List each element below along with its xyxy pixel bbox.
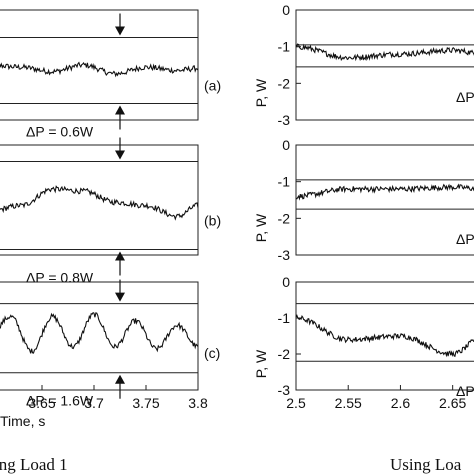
x-axis-label: Time, s: [0, 413, 45, 429]
delta-p-annotation: ΔP: [456, 231, 474, 247]
y-tick-label: -3: [278, 112, 291, 128]
arrowhead-up-icon: [115, 374, 125, 384]
y-tick-label: 0: [282, 2, 290, 18]
subplot-label: (c): [204, 345, 220, 361]
chart-text: (a) ΔP = 0.6W (b) ΔP = 0.8W 3.65 3.7 3.75 3.8 Ti…: [0, 2, 474, 429]
delta-p-annotation: ΔP: [456, 89, 474, 105]
signal-traces: [0, 43, 474, 358]
y-axis-label: P, W: [253, 349, 269, 378]
panel-frames: [0, 9, 474, 399]
delta-p-annotation: ΔP = 1.6W: [26, 393, 94, 409]
x-tick-label: 3.65: [28, 395, 55, 411]
axes-frame: [295, 281, 474, 391]
axes-frame: [295, 9, 474, 121]
x-tick-label: 2.65: [439, 395, 466, 411]
y-tick-label: -3: [278, 247, 291, 263]
axes-frame: [0, 144, 199, 256]
y-tick-label: -2: [278, 210, 291, 226]
delta-p-annotation: ΔP = 0.6W: [26, 124, 94, 140]
arrowhead-down-icon: [115, 26, 125, 36]
x-tick-label: 2.5: [286, 395, 306, 411]
x-tick-label: 3.7: [84, 395, 104, 411]
caption-right: Using Loa: [390, 455, 462, 474]
delta-p-annotation: ΔP = 0.8W: [26, 270, 94, 286]
series-line: [295, 183, 474, 201]
x-tick-label: 3.75: [132, 395, 159, 411]
delta-p-annotation: ΔP: [456, 383, 474, 399]
y-tick-label: 0: [282, 137, 290, 153]
axes-frame: [295, 144, 474, 256]
y-axis-label: P, W: [253, 78, 269, 107]
x-tick-label: 3.8: [188, 395, 208, 411]
arrowhead-up-icon: [115, 105, 125, 115]
series-line: [0, 61, 199, 78]
y-tick-label: -2: [278, 75, 291, 91]
subplot-label: (b): [204, 213, 221, 229]
arrowhead-down-icon: [115, 150, 125, 160]
series-line: [0, 312, 199, 354]
y-axis-label: P, W: [253, 213, 269, 242]
caption-left: ing Load 1: [0, 455, 68, 474]
series-line: [0, 185, 199, 221]
arrowhead-down-icon: [115, 292, 125, 302]
arrowhead-up-icon: [115, 251, 125, 261]
y-tick-label: -1: [278, 310, 291, 326]
axes-frame: [0, 9, 199, 121]
y-tick-label: -3: [278, 382, 291, 398]
series-line: [295, 43, 474, 62]
y-tick-label: -1: [278, 39, 291, 55]
series-line: [295, 314, 474, 358]
y-tick-label: -2: [278, 346, 291, 362]
y-tick-label: -1: [278, 174, 291, 190]
x-tick-label: 2.6: [391, 395, 411, 411]
y-tick-label: 0: [282, 274, 290, 290]
x-tick-label: 2.55: [335, 395, 362, 411]
subplot-label: (a): [204, 78, 221, 94]
